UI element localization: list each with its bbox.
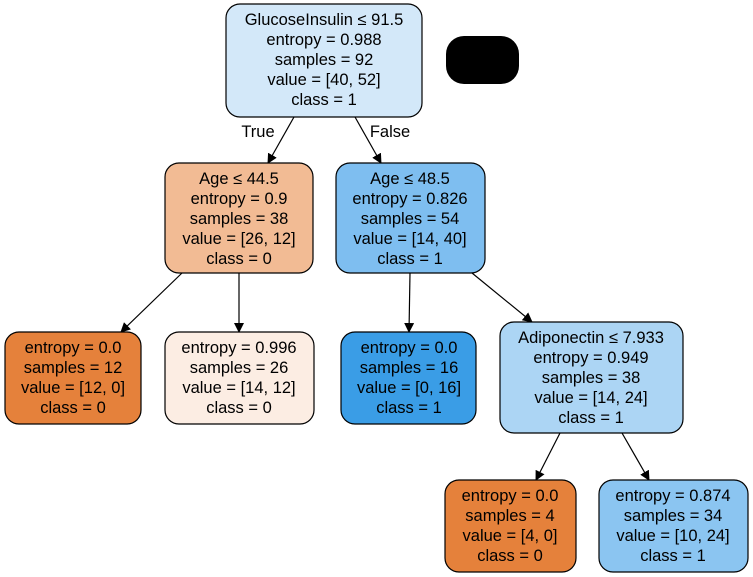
node-n1-box [164,162,314,274]
node-root-line-3: value = [40, 52] [267,71,380,89]
node-n2-line-3: value = [14, 40] [353,230,466,248]
node-n2-box [335,162,486,274]
node-n4-line-1: samples = 26 [190,359,289,377]
node-root-line-2: samples = 92 [275,51,374,69]
node-root-box [225,3,423,118]
node-n8-box [598,479,749,573]
node-age-48-5: Age ≤ 48.5 entropy = 0.826 samples = 54 … [335,162,486,274]
edge-n2-n5 [404,272,415,333]
node-n2-line-4: class = 1 [377,250,443,268]
node-n4-box [164,331,315,425]
edge-root-n2 [354,116,382,164]
node-n7-line-2: value = [4, 0] [463,527,558,545]
node-n1-line-3: value = [26, 12] [182,230,295,248]
node-n6-box [499,321,684,434]
leaf-class-1-a: entropy = 0.0 samples = 16 value = [0, 1… [340,331,477,425]
node-n4-line-2: value = [14, 12] [182,379,295,397]
edge-n6-n8 [621,432,650,481]
node-n8-line-2: value = [10, 24] [616,527,729,545]
node-n2-line-0: Age ≤ 48.5 [370,170,450,188]
node-n3-box [4,331,142,425]
node-n5-line-0: entropy = 0.0 [361,339,458,357]
node-n5-box [340,331,477,425]
node-adiponectin: Adiponectin ≤ 7.933 entropy = 0.949 samp… [499,321,684,434]
edge-root-n1 [267,116,295,164]
edges [120,116,650,481]
node-n3-line-2: value = [12, 0] [21,379,125,397]
node-n8-line-1: samples = 34 [624,507,723,525]
node-n7-line-0: entropy = 0.0 [462,487,559,505]
node-n5-line-1: samples = 16 [360,359,459,377]
node-n6-line-0: Adiponectin ≤ 7.933 [518,329,664,347]
redaction-box [446,36,519,84]
node-n5-line-3: class = 1 [376,399,442,417]
node-n1-line-2: samples = 38 [190,210,289,228]
node-n7-line-1: samples = 4 [465,507,554,525]
node-n3-line-0: entropy = 0.0 [25,339,122,357]
node-n7-box [444,479,577,573]
node-n5-line-2: value = [0, 16] [357,379,461,397]
node-n6-line-2: samples = 38 [542,369,641,387]
node-root: GlucoseInsulin ≤ 91.5 entropy = 0.988 sa… [225,3,423,118]
node-n8-line-3: class = 1 [640,547,706,565]
leaf-class-0-c: entropy = 0.0 samples = 4 value = [4, 0]… [444,479,577,573]
node-root-line-4: class = 1 [291,91,357,109]
node-n8-line-0: entropy = 0.874 [615,487,730,505]
leaf-class-0-a: entropy = 0.0 samples = 12 value = [12, … [4,331,142,425]
node-age-44-5: Age ≤ 44.5 entropy = 0.9 samples = 38 va… [164,162,314,274]
node-n6-line-1: entropy = 0.949 [533,349,648,367]
node-n6-line-3: value = [14, 24] [534,389,647,407]
leaf-class-0-b: entropy = 0.996 samples = 26 value = [14… [164,331,315,425]
node-root-line-0: GlucoseInsulin ≤ 91.5 [245,11,404,29]
node-n1-line-1: entropy = 0.9 [191,190,288,208]
node-n6-line-4: class = 1 [558,409,624,427]
node-n7-line-3: class = 0 [477,547,543,565]
node-n4-line-0: entropy = 0.996 [181,339,296,357]
node-root-line-1: entropy = 0.988 [266,31,381,49]
node-n3-line-3: class = 0 [40,399,106,417]
node-n1-line-0: Age ≤ 44.5 [199,170,279,188]
edge-label-false: False [370,123,410,141]
node-n2-line-2: samples = 54 [361,210,460,228]
edge-n1-n3 [120,272,183,333]
node-n3-line-1: samples = 12 [24,359,123,377]
leaf-class-1-b: entropy = 0.874 samples = 34 value = [10… [598,479,749,573]
edge-n6-n7 [535,432,561,481]
node-n2-line-1: entropy = 0.826 [352,190,467,208]
edge-label-true: True [241,123,274,141]
edge-n2-n6 [471,272,533,323]
node-n4-line-3: class = 0 [206,399,272,417]
node-n1-line-4: class = 0 [206,250,272,268]
